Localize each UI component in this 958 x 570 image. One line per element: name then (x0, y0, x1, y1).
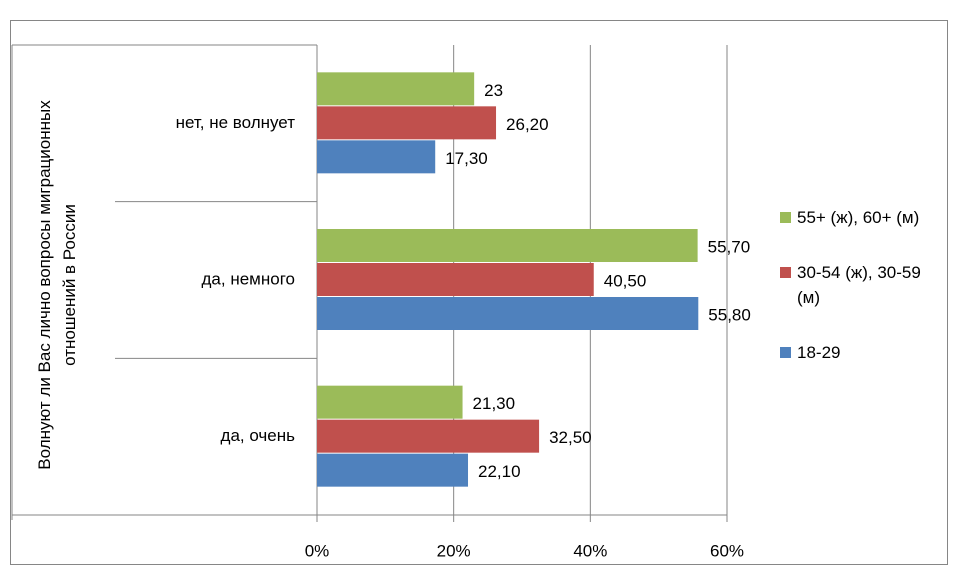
value-label: 26,20 (506, 115, 549, 134)
bar (317, 229, 698, 262)
value-label: 40,50 (604, 271, 647, 290)
y-tick-label: да, немного (202, 269, 295, 288)
x-tick-label: 40% (573, 541, 607, 560)
y-tick-label: да, очень (221, 426, 296, 445)
legend-item: 55+ (ж), 60+ (м) (780, 205, 945, 230)
x-tick-label: 0% (305, 541, 330, 560)
bar (317, 297, 699, 330)
value-label: 17,30 (445, 149, 488, 168)
legend: 55+ (ж), 60+ (м) 30-54 (ж), 30-59 (м) 18-2… (780, 205, 945, 395)
axis-title: Волнуют ли Вас лично вопросы миграционны… (35, 100, 79, 470)
bar (317, 419, 540, 453)
legend-swatch (780, 212, 791, 223)
legend-label: 18-29 (797, 343, 841, 362)
value-label: 21,30 (473, 394, 516, 413)
bar (317, 140, 436, 174)
chart-border (10, 20, 948, 565)
value-label: 55,80 (708, 305, 751, 324)
bar (317, 72, 475, 106)
x-tick-label: 20% (437, 541, 471, 560)
x-tick-label: 60% (710, 541, 744, 560)
value-label: 22,10 (478, 462, 521, 481)
legend-item: 30-54 (ж), 30-59 (м) (780, 260, 945, 310)
value-label: 32,50 (549, 428, 592, 447)
legend-swatch (780, 267, 791, 278)
value-label: 55,70 (708, 237, 751, 256)
bar (317, 453, 469, 487)
legend-label: 55+ (ж), 60+ (м) (797, 208, 920, 227)
bar (317, 263, 594, 296)
value-label: 23 (484, 81, 503, 100)
bar (317, 385, 463, 419)
y-tick-label: нет, не волнует (176, 113, 296, 132)
legend-item: 18-29 (780, 340, 945, 365)
bar (317, 106, 497, 140)
legend-swatch (780, 347, 791, 358)
legend-label: 30-54 (ж), 30-59 (м) (797, 263, 921, 307)
